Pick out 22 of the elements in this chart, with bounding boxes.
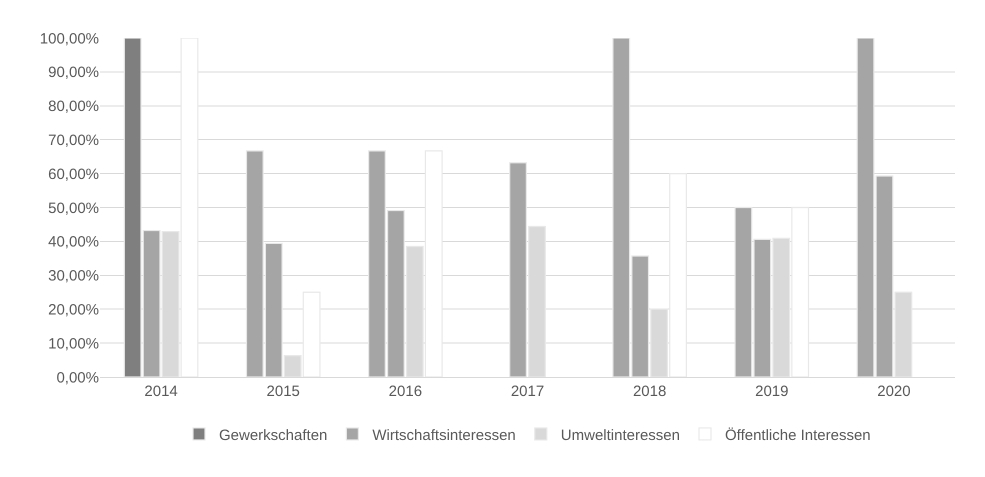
- y-tick-label: 40,00%: [48, 234, 99, 251]
- x-tick-label: 2018: [632, 383, 666, 400]
- x-tick-label: 2017: [510, 383, 544, 400]
- legend-label: Gewerkschaften: [219, 426, 328, 444]
- legend-label: Umweltinteressen: [560, 426, 680, 444]
- y-tick-label: 100,00%: [40, 30, 99, 48]
- y-tick-label: 20,00%: [48, 301, 99, 318]
- x-tick-label: 2015: [266, 383, 300, 400]
- x-tick-label: 2016: [388, 383, 422, 400]
- y-tick-label: 0,00%: [56, 369, 99, 386]
- legend-label: Öffentliche Interessen: [725, 426, 871, 444]
- y-tick-label: 70,00%: [48, 132, 99, 149]
- y-tick-label: 30,00%: [48, 268, 99, 285]
- y-tick-label: 60,00%: [48, 166, 99, 183]
- y-tick-label: 10,00%: [48, 335, 99, 352]
- y-tick-label: 80,00%: [48, 98, 99, 116]
- x-tick-label: 2019: [755, 383, 788, 400]
- x-tick-label: 2014: [144, 383, 178, 400]
- legend-label: Wirtschaftsinteressen: [372, 426, 516, 444]
- y-tick-label: 90,00%: [48, 64, 99, 82]
- y-tick-label: 50,00%: [48, 200, 99, 217]
- x-tick-label: 2020: [877, 383, 911, 400]
